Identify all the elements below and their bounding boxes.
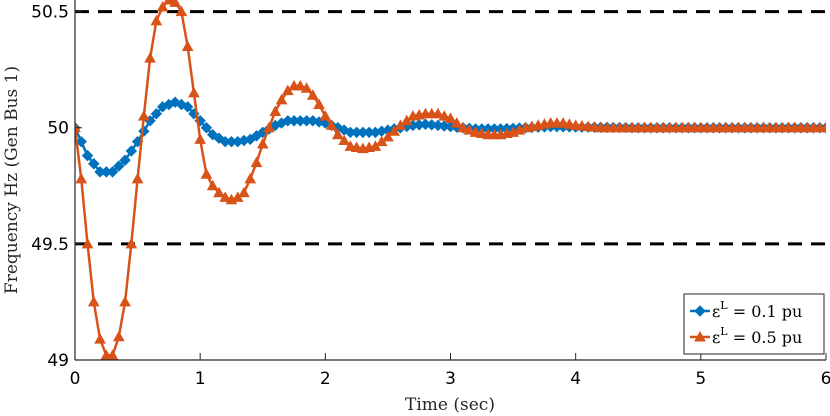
series-1-point [557,117,569,128]
series-1-point [275,93,288,105]
x-tick-label: 3 [445,369,456,389]
series-1-point [137,110,150,121]
series-0-point [81,149,94,162]
reference-lines [75,10,826,246]
y-axis-label: Frequency Hz (Gen Bus 1) [2,66,22,294]
series-1 [75,0,826,360]
series-1-point [75,121,81,133]
series-1-point [350,141,363,152]
series-0 [75,96,826,178]
x-tick-label: 5 [695,369,706,389]
series-1-point [150,14,163,26]
series-1-point [457,121,469,133]
series-0-point [150,108,163,120]
series-1-point [213,186,225,198]
series-1-point [263,121,275,133]
series-1-point [256,137,269,149]
series-0-point [119,154,131,166]
series-1-point [438,110,451,121]
series-0-point [125,145,138,157]
series-1-point [194,133,207,144]
series-1-point [175,5,188,17]
y-tick-label: 50.5 [31,3,69,23]
legend-swatch-marker [694,305,706,317]
y-tick-label: 49 [47,351,69,371]
series-0-point [113,160,125,172]
x-tick-label: 0 [70,369,81,389]
series-1-point [444,112,457,123]
series-1-point [300,82,313,93]
series-1-point [87,295,100,307]
series-1-point [332,128,344,140]
series-1-point [156,0,169,12]
series-1-point [294,79,307,91]
series-1-point [188,86,200,98]
legend-label: εL = 0.1 pu [712,299,802,321]
series-1-point [463,124,476,135]
series-1-point [131,172,144,184]
series-1-point [238,186,250,198]
series-1-point [344,140,357,151]
series-1-point [388,125,401,136]
series-1-point [325,119,338,130]
series-1-point [219,191,232,202]
series-1-point [382,131,394,142]
series-1-point [313,98,325,110]
legend: εL = 0.1 pu εL = 0.5 pu [683,293,825,355]
series-0-point [200,122,213,134]
series-1-point [306,89,319,100]
series-1-point [112,330,125,342]
axes [74,0,827,361]
x-tick-label: 2 [320,369,331,389]
series-1-point [250,156,263,168]
series-1-point [563,118,576,129]
x-tick-label: 6 [821,369,830,389]
series-1-point [163,0,175,5]
series-1-point [269,105,282,116]
y-tick-label: 49.5 [31,235,69,255]
series-1-point [469,126,482,137]
series-1-point [81,237,94,249]
series-1-point [181,40,194,51]
series-1-point [450,117,463,128]
x-tick-label: 1 [195,369,206,389]
series-1-point [94,333,106,344]
series-0-point [181,101,194,113]
series-1-point [319,110,332,121]
series-0-point [88,158,100,170]
series-1-point [432,107,444,119]
series-1-point [106,349,119,360]
series-1-point [144,52,156,63]
series-1-point [200,168,213,179]
x-axis-label: Time (sec) [405,395,495,415]
series-1-point [125,237,138,249]
series-0-point [106,166,119,178]
series-0-point [75,135,87,148]
legend-label: εL = 0.5 pu [712,325,802,347]
series-1-point [169,0,181,7]
series-1-point [75,172,88,184]
y-tick-label: 50 [47,119,69,139]
series-1-point [206,179,219,191]
x-tick-label: 4 [570,369,581,389]
series-1-point [119,295,131,307]
legend-swatch-marker [694,330,706,342]
legend-box [683,293,825,355]
series-layer [75,0,826,360]
series-1-point [475,127,488,139]
series-1-point [244,172,257,184]
series-1-point [338,134,350,146]
tick-labels: 0 1 2 3 4 5 6 49 49.5 50 50.5 [31,3,830,389]
series-1-point [820,121,826,133]
